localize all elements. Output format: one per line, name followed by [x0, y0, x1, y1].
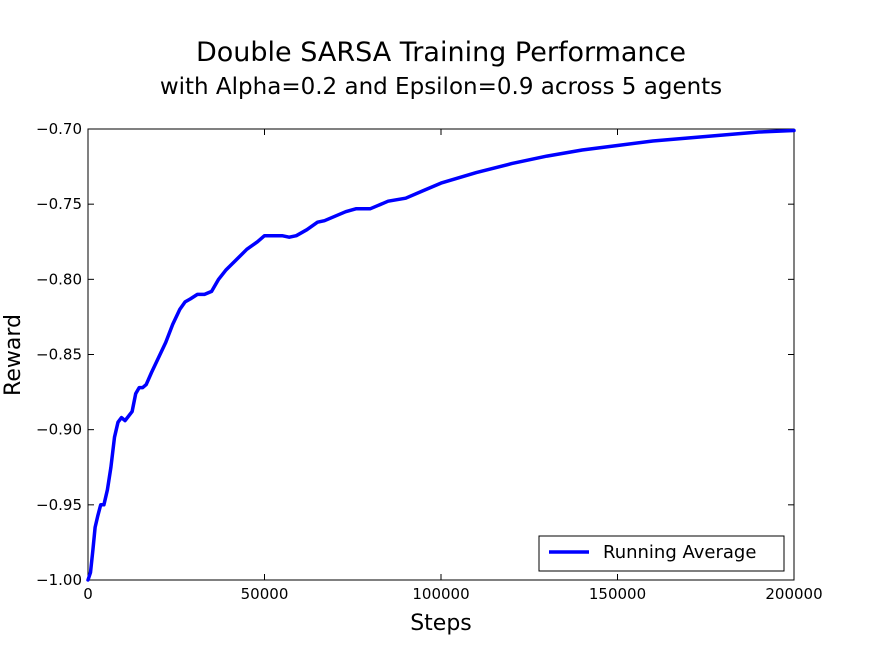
x-axis-ticks: 0 50000 100000 150000 200000 [83, 129, 823, 603]
legend: Running Average [538, 535, 785, 572]
series-line-running-average [86, 128, 796, 582]
chart-subtitle: with Alpha=0.2 and Epsilon=0.9 across 5 … [159, 74, 723, 100]
x-tick-label: 200000 [765, 585, 822, 603]
chart-title: Double SARSA Training Performance [195, 37, 687, 68]
y-tick-label: −0.85 [36, 346, 82, 364]
y-axis-ticks: −1.00 −0.95 −0.90 −0.85 −0.80 −0.75 −0.70 [36, 120, 794, 589]
x-axis-label: Steps [410, 611, 472, 636]
x-tick-label: 100000 [412, 585, 469, 603]
y-tick-label: −0.95 [36, 496, 82, 514]
y-tick-label: −1.00 [36, 571, 82, 589]
y-axis-label: Reward [1, 314, 26, 396]
y-tick-label: −0.70 [36, 120, 82, 138]
x-tick-label: 0 [83, 585, 93, 603]
y-tick-label: −0.80 [36, 270, 82, 288]
y-tick-label: −0.90 [36, 421, 82, 439]
x-tick-label: 150000 [589, 585, 646, 603]
plot-area [87, 128, 795, 581]
x-tick-label: 50000 [241, 585, 289, 603]
y-tick-label: −0.75 [36, 195, 82, 213]
legend-label-running-average: Running Average [603, 542, 756, 563]
